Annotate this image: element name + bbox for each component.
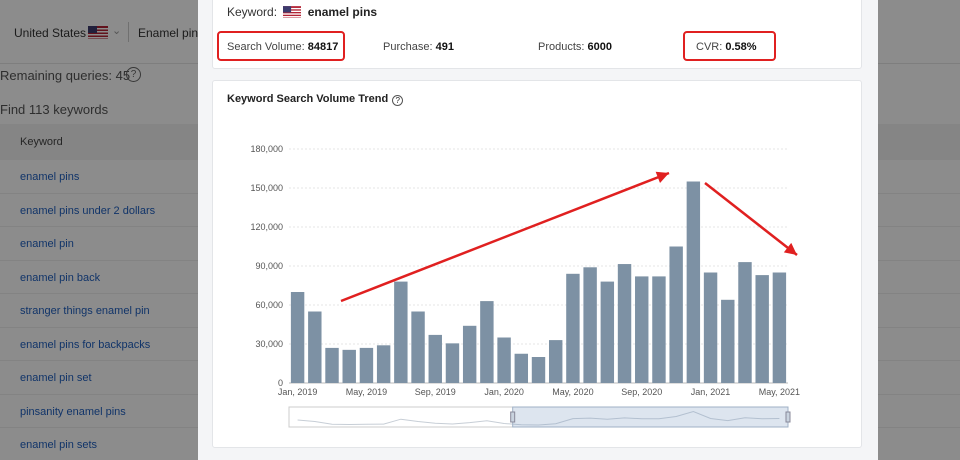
bar	[652, 276, 666, 383]
bar	[600, 281, 615, 383]
products-metric: Products: 6000	[538, 41, 613, 53]
bar	[480, 301, 494, 383]
x-tick-label: Jan, 2020	[484, 387, 524, 397]
annotation-arrow-down-head	[783, 242, 797, 255]
chevron-down-icon[interactable]: ⌄	[112, 25, 122, 37]
trend-chart-card: Keyword Search Volume Trend? 0 30,000 60,0…	[212, 80, 862, 448]
zoom-handle-right[interactable]	[785, 411, 791, 423]
y-tick-label: 180,000	[250, 144, 283, 154]
search-volume-bar-chart: 0 30,000 60,000 90,000 120,000 150,000 180,000…	[250, 144, 800, 428]
bar	[290, 292, 305, 383]
cvr-value: 0.58%	[725, 41, 757, 53]
bar	[721, 299, 735, 383]
x-tick-label: Sep, 2020	[621, 387, 662, 397]
us-flag-icon	[283, 6, 302, 18]
chart-title: Keyword Search Volume Trend?	[227, 93, 404, 106]
keyword-link[interactable]: pinsanity enamel pins	[20, 405, 126, 418]
bar	[617, 264, 632, 383]
bar	[548, 340, 563, 383]
keyword-tab[interactable]: Enamel pins	[138, 26, 205, 40]
bar	[445, 343, 460, 383]
bar	[635, 276, 649, 383]
cvr-metric: CVR: 0.58%	[696, 41, 757, 53]
help-icon[interactable]: ?	[392, 95, 404, 106]
bar	[686, 181, 701, 383]
y-tick-label: 0	[278, 378, 283, 388]
y-tick-label: 90,000	[255, 261, 283, 271]
zoom-preview-line	[297, 410, 780, 426]
keyword-link[interactable]: stranger things enamel pin	[20, 305, 150, 317]
bar	[462, 325, 477, 383]
bar	[703, 272, 718, 383]
zoom-selection	[512, 406, 789, 428]
x-tick-label: May, 2021	[759, 387, 800, 397]
bar	[738, 262, 752, 383]
keyword-value: enamel pins	[307, 5, 378, 19]
zoom-handle-left[interactable]	[510, 411, 516, 423]
bar	[325, 347, 339, 383]
highlight-box-cvr	[683, 31, 776, 61]
annotation-arrow-up	[340, 171, 670, 303]
x-tick-label: May, 2020	[552, 387, 593, 397]
divider	[128, 22, 129, 42]
column-keyword[interactable]: Keyword	[20, 136, 63, 148]
bar	[359, 347, 374, 383]
y-tick-label: 60,000	[255, 300, 283, 310]
bar	[376, 345, 391, 383]
bar	[669, 246, 683, 383]
products-value: 6000	[587, 41, 613, 53]
bar	[497, 337, 511, 383]
keyword-detail-modal: Keyword: enamel pins Search Volume: 8481…	[198, 0, 878, 460]
keyword-link[interactable]: enamel pins under 2 dollars	[20, 204, 156, 217]
bar	[755, 275, 769, 383]
keyword-link[interactable]: enamel pin	[20, 238, 74, 250]
keyword-link[interactable]: enamel pins	[20, 171, 80, 183]
us-flag-icon	[88, 26, 108, 39]
bar	[428, 334, 442, 383]
bar	[566, 273, 580, 383]
keyword-link[interactable]: enamel pin sets	[20, 439, 98, 451]
x-tick-label: Sep, 2019	[415, 387, 456, 397]
bar	[308, 311, 322, 383]
purchase-value: 491	[435, 41, 454, 53]
annotation-arrow-up-head	[655, 171, 669, 183]
search-volume-value: 84817	[307, 41, 339, 53]
purchase-metric: Purchase: 491	[383, 41, 454, 53]
x-tick-label: Jan, 2021	[691, 387, 731, 397]
keyword-summary-card: Keyword: enamel pins Search Volume: 8481…	[212, 0, 862, 69]
remaining-queries: Remaining queries: 45	[0, 68, 131, 83]
help-icon[interactable]: ?	[126, 67, 141, 82]
bar	[531, 357, 546, 383]
search-volume-metric: Search Volume: 84817	[227, 41, 339, 53]
y-tick-label: 120,000	[250, 222, 283, 232]
keyword-link[interactable]: enamel pins for backpacks	[20, 338, 151, 351]
bar	[411, 311, 425, 383]
keyword-label: Keyword:	[227, 5, 278, 19]
x-tick-label: May, 2019	[346, 387, 387, 397]
highlight-box-search-volume	[217, 31, 345, 61]
table-row[interactable]: enamel pin sets	[0, 428, 960, 460]
bar	[514, 353, 529, 383]
y-tick-label: 150,000	[250, 183, 283, 193]
x-tick-label: Jan, 2019	[278, 387, 318, 397]
bar	[342, 349, 356, 383]
keyword-link[interactable]: enamel pin set	[20, 372, 92, 384]
keyword-count: Find 113 keywords	[0, 102, 109, 117]
country-select-label[interactable]: United States	[14, 26, 87, 40]
bar	[772, 272, 787, 383]
keyword-line: Keyword: enamel pins	[227, 5, 377, 19]
keyword-link[interactable]: enamel pin back	[20, 271, 101, 284]
annotation-arrow-down	[704, 182, 798, 256]
bar	[583, 267, 597, 383]
y-tick-label: 30,000	[255, 339, 283, 349]
bar	[394, 281, 408, 383]
